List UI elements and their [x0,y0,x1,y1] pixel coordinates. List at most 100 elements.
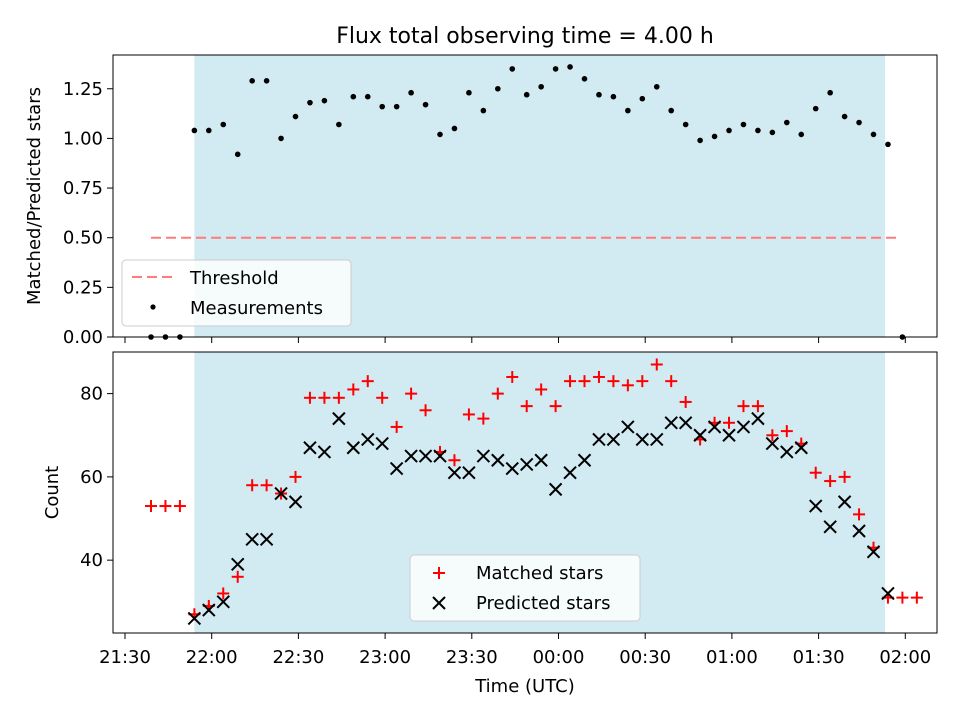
predicted-star-point [852,524,866,538]
top-legend: Threshold Measurements [121,259,352,327]
measurement-point [827,89,833,96]
x-axis-label: Time (UTC) [474,676,575,697]
predicted-star-point [274,486,288,501]
measurement-point [292,113,299,120]
matched-star-point [737,400,750,413]
predicted-star-point [866,545,881,559]
predicted-star-point [404,449,418,463]
predicted-star-point [520,457,534,472]
predicted-star-point [606,432,621,447]
measurement-point [437,131,443,138]
measurement-point [596,91,602,98]
matched-star-point [824,475,837,488]
measurement-point [422,101,429,108]
measurement-point [451,125,458,132]
predicted-star-point [678,416,693,430]
measurement-point [393,103,400,110]
matched-star-point [260,479,273,492]
matched-star-point [896,591,909,604]
matched-star-point [390,420,403,433]
top-y-tick-label: 0.50 [63,228,103,249]
x-tick-label: 21:30 [99,647,151,668]
matched-star-point [491,387,504,400]
predicted-star-point [216,595,230,609]
predicted-star-point [548,482,563,497]
top-y-tick-label: 0.75 [63,178,103,199]
matched-star-point [650,358,663,371]
matched-star-point [303,391,316,404]
chart-title: Flux total observing time = 4.00 h [336,24,714,49]
top-plot-frame [112,54,938,338]
measurement-point [220,121,227,128]
matched-star-point [607,375,620,388]
predicted-star-point [621,420,635,434]
matched-star-point [506,370,519,383]
matched-star-point [289,470,302,483]
matched-star-point [520,400,533,413]
bottom-legend-box [409,554,641,622]
measurement-point [885,141,891,148]
matched-star-point [838,470,851,483]
predicted-legend-swatch [432,596,446,610]
top-y-tick-label: 1.25 [63,79,103,100]
bottom-y-tick-label: 40 [80,550,103,571]
top-y-label: Matched/Predicted stars [24,87,45,305]
measurements-legend-label: Measurements [190,298,323,319]
predicted-star-point [245,532,259,547]
matched-star-point [347,383,360,396]
top-y-axis: 0.00 0.25 0.50 0.75 1.00 1.25 [63,79,113,348]
predicted-star-point [809,499,823,513]
matched-star-point [405,387,418,400]
x-tick-label: 22:30 [272,647,324,668]
measurement-point [249,78,255,84]
measurement-point [336,121,342,128]
predicted-star-point [765,436,780,451]
bottom-x-axis: 21:30 22:00 22:30 23:00 23:30 00:00 00:30 01:00… [99,633,931,668]
measurement-point [625,107,631,114]
predicted-star-point [361,432,375,447]
predicted-star-point [346,441,361,455]
measurement-point [206,127,212,134]
measurements-legend-swatch [150,304,156,310]
matched-star-point [621,379,634,392]
measurement-point [234,151,241,158]
predicted-star-point [317,445,332,459]
measurement-point [755,127,761,134]
matched-star-point [246,479,259,492]
predicted-star-point [332,411,346,426]
predicted-star-point [650,432,664,447]
x-tick-label: 01:30 [793,647,845,668]
matched-star-point [419,404,432,417]
matched-star-point [361,375,374,388]
predicted-star-point [534,453,548,467]
threshold-legend-label: Threshold [189,268,279,289]
predicted-star-point [231,557,245,572]
measurement-point [466,89,472,96]
matched-star-point [910,591,923,604]
measurement-point [307,99,313,106]
predicted-star-point [476,449,491,463]
matched-star-point [376,391,389,404]
predicted-star-point [202,603,216,617]
bottom-y-tick-label: 80 [80,384,103,405]
matched-star-point [159,500,172,513]
matched-star-point [217,587,230,600]
predicted-star-point [563,466,577,480]
top-y-tick-label: 0.00 [63,327,103,348]
x-tick-label: 23:30 [446,647,498,668]
matched-star-point [636,375,649,388]
matched-star-point [318,391,331,404]
x-tick-label: 01:00 [706,647,758,668]
predicted-star-point [837,495,852,509]
matched-star-point [535,383,548,396]
bottom-y-tick-label: 60 [80,467,103,488]
predicted-star-point [375,436,389,451]
top-y-tick-label: 0.25 [63,277,103,298]
predicted-star-point [751,411,765,426]
matched-star-point [173,500,186,513]
predicted-star-point [780,445,794,459]
predicted-star-point [707,420,722,434]
matched-star-point [477,412,490,425]
measurement-point [697,137,703,144]
top-legend-box [121,259,352,327]
